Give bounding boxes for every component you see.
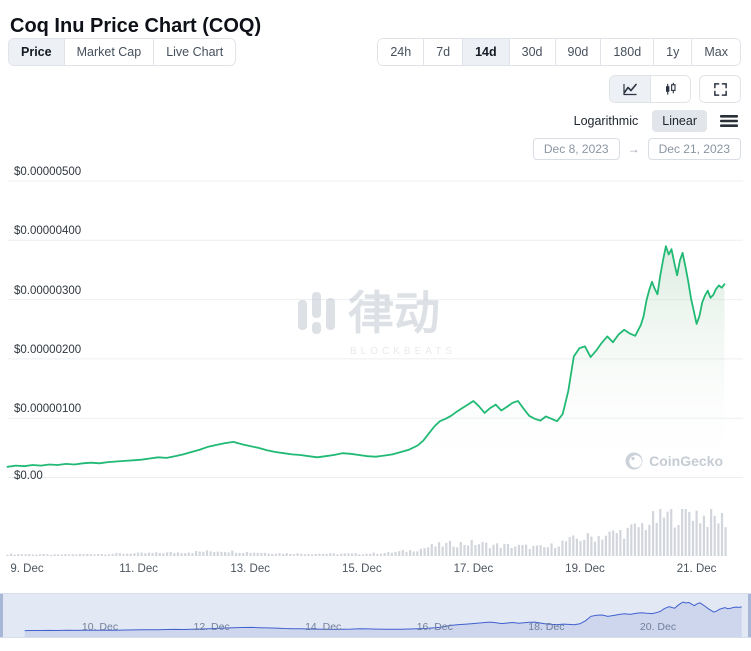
candlestick-chart-icon[interactable]: [650, 76, 690, 102]
fullscreen-glyph: [713, 82, 727, 96]
date-from-input[interactable]: Dec 8, 2023: [532, 138, 620, 160]
navigator-selection-mask: [0, 594, 751, 637]
range-7d[interactable]: 7d: [423, 39, 463, 65]
navigator-svg: [0, 594, 751, 637]
scale-toggle-row: Logarithmic Linear: [570, 110, 741, 132]
time-range-group: 24h 7d 14d 30d 90d 180d 1y Max: [377, 38, 741, 66]
tab-price[interactable]: Price: [9, 39, 64, 65]
price-chart[interactable]: $0.00000500 $0.00000400 $0.00000300 $0.0000…: [0, 160, 751, 585]
chart-type-controls: [609, 75, 741, 103]
range-navigator[interactable]: 10. Dec 12. Dec 14. Dec 16. Dec 18. Dec 20. D…: [0, 593, 751, 638]
range-14d[interactable]: 14d: [462, 39, 509, 65]
range-max[interactable]: Max: [691, 39, 740, 65]
range-90d[interactable]: 90d: [554, 39, 601, 65]
scale-logarithmic[interactable]: Logarithmic: [570, 110, 643, 132]
range-1y[interactable]: 1y: [653, 39, 692, 65]
price-area-fill: [7, 246, 725, 478]
candlestick-glyph: [666, 82, 676, 95]
date-to-input[interactable]: Dec 21, 2023: [647, 138, 741, 160]
line-chart-glyph: [623, 83, 637, 96]
date-range-arrow: →: [627, 142, 640, 156]
navigator-left-handle[interactable]: [0, 594, 3, 637]
volume-bars: [6, 509, 727, 556]
fullscreen-group: [699, 75, 741, 103]
price-line-chart-svg: [6, 180, 743, 556]
range-30d[interactable]: 30d: [508, 39, 555, 65]
navigator-right-handle[interactable]: [748, 594, 751, 637]
metric-tab-group: Price Market Cap Live Chart: [8, 38, 237, 66]
hamburger-glyph: [720, 115, 738, 127]
page-title: Coq Inu Price Chart (COQ): [10, 15, 262, 38]
hamburger-menu-icon[interactable]: [717, 111, 741, 131]
range-24h[interactable]: 24h: [378, 39, 424, 65]
date-range-row: Dec 8, 2023 → Dec 21, 2023: [532, 138, 741, 160]
navigator-area-fill: [24, 602, 742, 637]
tab-market-cap[interactable]: Market Cap: [63, 39, 154, 65]
fullscreen-icon[interactable]: [700, 76, 740, 102]
price-line: [6, 245, 726, 468]
navigator-line: [24, 601, 742, 632]
chart-type-group: [609, 75, 691, 103]
scale-linear[interactable]: Linear: [652, 110, 707, 132]
range-180d[interactable]: 180d: [600, 39, 654, 65]
line-chart-icon[interactable]: [610, 76, 650, 102]
tab-live-chart[interactable]: Live Chart: [153, 39, 236, 65]
